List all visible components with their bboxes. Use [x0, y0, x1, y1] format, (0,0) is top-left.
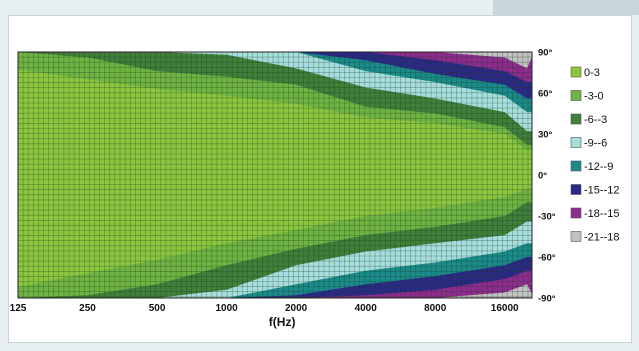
legend-swatch [570, 231, 582, 242]
x-tick-label: 16000 [491, 303, 519, 314]
x-tick-label: 500 [149, 303, 166, 314]
legend-swatch [570, 113, 582, 125]
y-tick-label: 60° [538, 89, 553, 100]
plot-border [17, 51, 533, 299]
x-tick-label: 250 [79, 303, 96, 314]
band-lower-5 [18, 257, 532, 298]
y-tick-label: 30° [538, 130, 553, 141]
band-lower-grey [365, 284, 532, 298]
legend-label: -12--9 [584, 161, 613, 173]
corner-tab [493, 0, 639, 15]
legend-label: -3-0 [584, 91, 604, 103]
y-tick-label: -60° [538, 253, 556, 264]
y-tick-label: -30° [538, 212, 556, 223]
y-tick-labels: 90° 60° 30° 0° -30° -60° -90° [538, 48, 556, 305]
x-tick-labels: 125 250 500 1000 2000 4000 8000 16000 [10, 303, 519, 314]
x-tick-label: 125 [10, 303, 27, 314]
x-axis-title: f(Hz) [269, 315, 296, 329]
legend-swatch [570, 90, 582, 101]
legend-label: 0-3 [584, 67, 600, 79]
legend-swatch [570, 66, 582, 78]
y-tick-label: 90° [538, 48, 553, 59]
grid-lines [18, 52, 532, 298]
legend-label: -6--3 [584, 114, 607, 126]
plot-area [18, 52, 532, 298]
legend-label: -15--12 [584, 185, 619, 197]
y-tick-label: 0° [538, 171, 547, 182]
legend: 0-3 -3-0 -6--3 -9--6 -12--9 -15--12 -18--15 -21… [570, 66, 619, 244]
band-upper-5 [18, 52, 532, 99]
legend-swatch [570, 184, 582, 195]
x-tick-label: 2000 [285, 303, 308, 314]
legend-label: -21--18 [584, 232, 619, 244]
x-tick-label: 8000 [424, 303, 447, 314]
y-tick-label: -90° [538, 294, 556, 305]
x-tick-label: 4000 [355, 303, 378, 314]
legend-swatch [570, 207, 582, 219]
contour-bands [18, 52, 532, 298]
legend-swatch [570, 160, 582, 172]
band-upper-grey [365, 52, 532, 69]
legend-label: -18--15 [584, 208, 619, 220]
x-tick-label: 1000 [215, 303, 238, 314]
legend-label: -9--6 [584, 138, 607, 150]
legend-swatch [570, 137, 582, 148]
